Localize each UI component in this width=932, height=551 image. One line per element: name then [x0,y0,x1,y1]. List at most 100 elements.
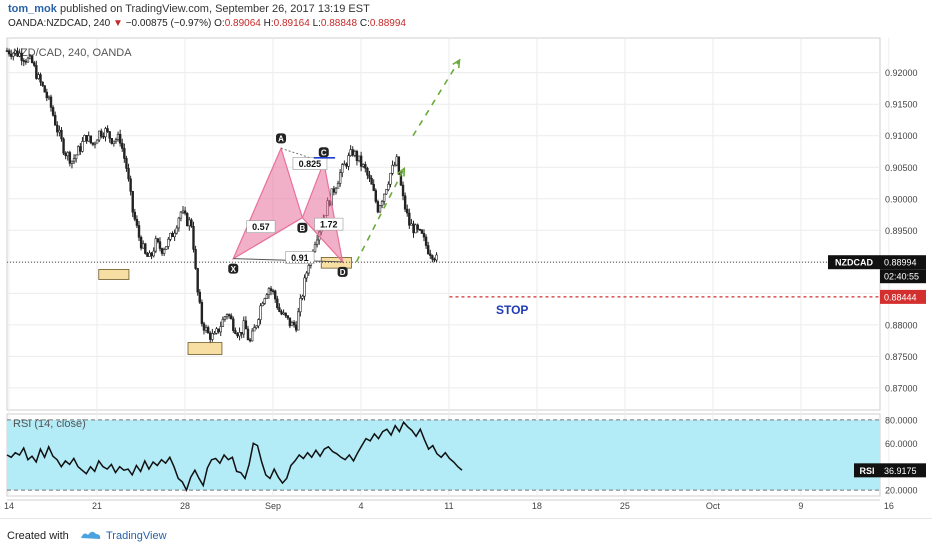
rsi-name-label: RSI [859,466,874,476]
candle-body [347,155,350,167]
candle-body [146,253,149,257]
ratio-label: 0.57 [252,222,270,232]
candle-body [408,212,411,226]
candle-body [177,217,181,229]
candle-body [255,325,258,329]
candle-body [58,129,61,133]
candle-body [433,258,436,261]
pattern-point-badge [337,266,348,277]
x-tick-label: 9 [798,501,803,511]
candle-body [202,323,206,331]
y-tick-label: 0.88000 [885,320,918,330]
candle-body [378,205,382,213]
ratio-label-box [285,251,315,264]
stop-label: STOP [496,303,528,317]
footer-bar: Created with TradingView [0,518,932,551]
candle-body [171,232,174,238]
candle-body [137,225,141,238]
candle-body [7,50,11,55]
candle-body [410,223,413,226]
candle-body [24,60,28,63]
candle-body [68,152,72,164]
low-label: L: [312,18,321,29]
x-tick-label: 14 [4,501,14,511]
candle-body [127,168,130,180]
publish-line: tom_mok published on TradingView.com, Se… [8,3,370,15]
candle-body [366,167,369,176]
candle-body [276,298,279,308]
footer-brand[interactable]: TradingView [106,530,167,542]
candle-body [343,163,346,166]
candle-body [420,229,424,234]
candle-body [250,330,254,342]
pattern-point-badge [297,222,308,233]
candle-body [87,135,90,142]
y-tick-label: 0.87500 [885,352,918,362]
candle-body [278,307,281,312]
candle-body [355,151,359,162]
y-tick-label: 0.90000 [885,194,918,204]
candle-body [418,228,421,231]
ratio-label: 0.91 [291,253,309,263]
candle-body [382,193,386,202]
pattern-point-badge [276,133,287,144]
candle-body [114,139,118,142]
candle-body [28,55,32,59]
y-tick-label: 0.91000 [885,131,918,141]
candle-body [359,155,363,167]
candle-body [72,158,76,162]
candle-body [165,246,168,250]
chart-legend: NZD/CAD, 240, OANDA [13,47,132,59]
candle-body [158,241,162,249]
triangle-down-icon: ▼ [113,18,123,29]
close-value: 0.88994 [369,18,406,29]
candle-body [244,320,248,330]
candle-body [334,187,338,193]
price-zone [320,257,352,269]
projection-arrowhead-2 [452,58,461,69]
candle-body [104,128,107,138]
candle-body [284,312,287,316]
candle-body [395,156,398,166]
candle-body [435,254,438,261]
x-tick-label: 21 [92,501,102,511]
chart-header: tom_mok published on TradingView.com, Se… [0,0,932,34]
candle-body [74,154,78,159]
candle-body [238,332,241,337]
y-tick-label: 0.92000 [885,68,918,78]
x-tick-label: 4 [358,501,363,511]
candle-body [162,249,166,254]
candle-body [62,138,65,154]
price-change: −0.00875 (−0.97%) [125,18,212,29]
x-tick-label: Oct [706,501,721,511]
rsi-name-box [854,463,880,478]
x-tick-label: 18 [532,501,542,511]
candle-body [43,85,46,93]
candle-body [183,210,187,214]
projection-arrowhead-1 [397,166,406,177]
candle-body [397,156,401,175]
ratio-label-box [246,220,276,233]
candle-body [351,149,354,156]
candle-body [345,163,348,167]
candle-body [179,211,183,219]
candle-body [385,189,388,195]
candle-body [9,53,13,57]
candle-body [257,319,260,327]
candle-body [259,305,262,320]
candle-body [175,227,178,234]
candle-body [265,294,269,299]
author-link[interactable]: tom_mok [8,3,57,15]
candle-body [60,129,63,140]
candle-body [181,210,185,213]
candle-body [429,253,432,256]
candle-body [192,226,195,250]
candle-body [303,277,306,297]
published-text: published on TradingView.com, September … [59,3,370,15]
candle-body [206,327,210,334]
candle-body [290,322,294,327]
candle-body [33,62,36,66]
x-tick-label: 25 [620,501,630,511]
price-chart[interactable]: 14 21 28 Sep 4 11 18 25 Oct 9 16 0.92000 0.91500 0.91… [0,34,932,518]
candle-body [230,315,233,320]
